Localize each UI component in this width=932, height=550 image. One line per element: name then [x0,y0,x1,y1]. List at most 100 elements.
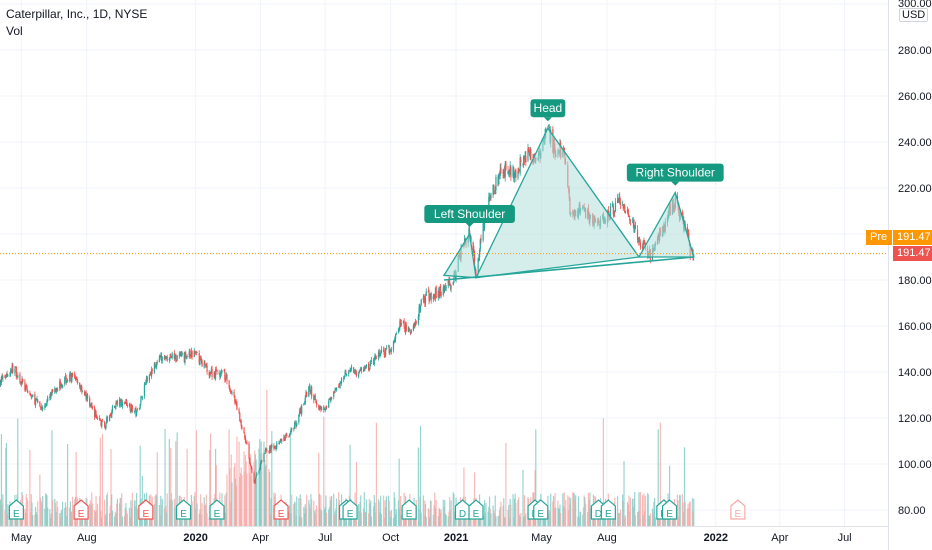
volume-bar [518,497,520,526]
event-letter: E [347,509,354,520]
candle-body [397,329,400,333]
candle-body [294,422,296,424]
volume-bar [318,452,320,526]
candle-body [309,390,311,393]
candle-body [216,369,218,372]
volume-bar [420,512,422,526]
volume-bar [629,511,631,526]
candle-body [508,170,511,173]
candle-body [65,376,67,383]
candle-body [231,392,233,395]
currency-badge[interactable]: USD [899,8,929,22]
volume-bar [169,499,171,526]
candle-body [547,125,550,127]
candle-body [5,376,7,378]
candle-body [636,229,639,240]
volume-bar [514,493,516,526]
volume-bar [464,514,466,526]
volume-bar [587,492,590,526]
candle-body [260,460,262,465]
volume-bar [654,517,656,526]
volume-bar [251,467,253,526]
volume-bar [568,496,570,526]
volume-bar [688,502,691,526]
candle-body [522,164,524,165]
volume-bar [579,511,581,526]
candle-body [204,362,206,365]
candle-body [39,401,41,406]
volume-bar [289,434,291,526]
volume-indicator-label[interactable]: Vol [6,24,23,38]
volume-bar [419,425,422,526]
last-price-badge: 191.47 [893,246,932,261]
candle-body [405,324,407,331]
volume-bar [275,515,277,526]
candle-body [365,364,368,367]
volume-bar [374,502,376,526]
volume-bar [547,513,550,526]
volume-bar [330,495,333,526]
volume-bar [50,513,52,526]
volume-bar [668,465,671,526]
candle-body [395,333,397,340]
candle-body [44,404,47,406]
candle-body [248,443,250,458]
volume-bar [372,506,375,526]
candle-body [624,205,626,213]
candle-body [118,399,121,406]
candle-body [12,363,14,373]
candle-body [244,434,246,439]
candle-body [492,184,494,195]
volume-bar [5,442,8,526]
candle-body [136,410,138,416]
volume-bar [255,459,257,526]
volume-bar [171,500,173,526]
candle-body [21,378,23,383]
symbol-title: Caterpillar, Inc., 1D, NYSE [6,7,148,21]
candle-body [136,408,138,410]
volume-bar [244,471,246,526]
volume-bar [429,500,432,526]
volume-bar [494,495,496,526]
volume-bar [570,497,572,526]
volume-bar [188,516,190,526]
candle-body [91,402,93,407]
volume-bar [103,499,106,526]
volume-bar [323,416,325,526]
candle-body [226,374,228,382]
volume-bar [329,496,331,526]
candle-body [418,306,420,317]
candle-body [633,220,635,232]
candle-body [165,356,168,359]
volume-bar [648,515,650,526]
volume-bar [65,506,67,526]
candle-body [614,211,616,213]
candle-body [429,293,432,298]
candle-body [290,428,292,434]
candle-body [338,385,341,388]
event-badge [8,499,24,520]
volume-bar [136,493,138,526]
candle-body [233,391,235,396]
candle-body [91,406,94,409]
volume-bar [266,389,268,526]
volume-bar [135,500,137,526]
volume-bar [70,511,72,526]
candle-body [20,381,22,383]
volume-bar [230,454,232,526]
y-tick-label: 120.00 [898,413,932,425]
candle-body [59,381,61,389]
volume-bar [241,475,243,526]
candle-body [280,439,282,440]
candle-body [249,463,252,466]
volume-bar [123,515,126,526]
candle-body [340,377,343,384]
volume-bar [320,495,322,526]
volume-bar [557,500,559,526]
candle-body [76,379,79,383]
volume-bar [325,495,327,526]
volume-bar [525,513,527,526]
candle-body [330,397,333,399]
candle-body [5,374,8,378]
